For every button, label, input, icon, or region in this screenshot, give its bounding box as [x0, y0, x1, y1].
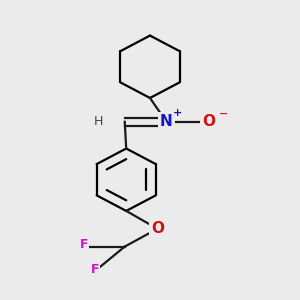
Text: +: + — [173, 108, 182, 118]
Text: −: − — [219, 109, 228, 119]
Text: F: F — [91, 263, 99, 276]
Text: H: H — [93, 115, 103, 128]
Text: O: O — [151, 221, 164, 236]
Text: F: F — [80, 238, 88, 251]
Text: N: N — [160, 114, 173, 129]
Text: O: O — [202, 114, 215, 129]
